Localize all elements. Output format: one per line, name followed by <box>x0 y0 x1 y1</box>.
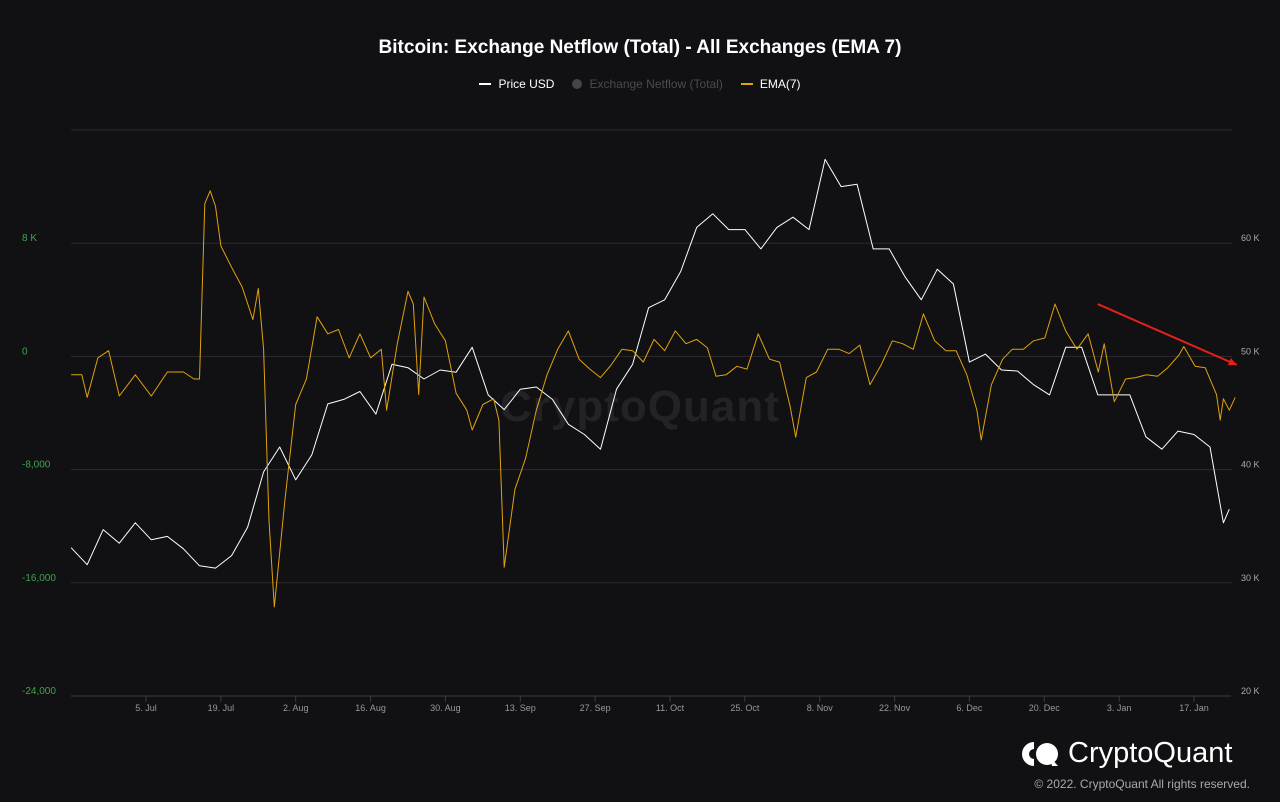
ema7-line <box>71 190 1236 608</box>
y-left-tick-label: 8 K <box>22 233 37 244</box>
x-axis: 5. Jul 19. Jul 2. Aug 16. Aug 30. Aug 13. Sep… <box>135 696 1209 713</box>
line-swatch-icon <box>740 83 753 85</box>
x-tick-label: 22. Nov <box>879 703 911 713</box>
x-tick-label: 3. Jan <box>1107 703 1132 713</box>
annotation-layer <box>1097 303 1238 366</box>
legend: Price USD Exchange Netflow (Total) EMA(7… <box>0 77 1280 91</box>
y-right-tick-label: 20 K <box>1241 686 1260 696</box>
copyright: © 2022. CryptoQuant All rights reserved. <box>1034 777 1250 791</box>
trend-arrow <box>1097 303 1238 366</box>
legend-item-price[interactable]: Price USD <box>479 77 554 91</box>
y-right-tick-label: 30 K <box>1241 573 1260 583</box>
legend-item-netflow[interactable]: Exchange Netflow (Total) <box>572 77 723 91</box>
chart-title: Bitcoin: Exchange Netflow (Total) - All … <box>378 37 902 58</box>
y-left-tick-label: -16,000 <box>22 573 56 584</box>
x-tick-label: 30. Aug <box>430 703 461 713</box>
x-tick-label: 2. Aug <box>283 703 309 713</box>
logo-text: CryptoQuant <box>1068 737 1233 769</box>
y-right-tick-label: 60 K <box>1241 233 1260 243</box>
x-tick-label: 27. Sep <box>580 703 611 713</box>
y-left-tick-label: 0 <box>22 346 28 357</box>
line-swatch-icon <box>479 83 492 85</box>
legend-label: EMA(7) <box>759 77 801 91</box>
x-tick-label: 13. Sep <box>505 703 536 713</box>
cryptoquant-logo-icon <box>1022 741 1058 766</box>
legend-label: Exchange Netflow (Total) <box>589 77 723 91</box>
y-left-tick-label: -8,000 <box>22 460 51 471</box>
y-right-tick-label: 40 K <box>1241 460 1260 470</box>
arrowhead-icon <box>1227 358 1237 366</box>
x-tick-label: 19. Jul <box>208 703 235 713</box>
x-tick-label: 25. Oct <box>730 703 760 713</box>
y-right-tick-label: 50 K <box>1241 346 1260 356</box>
circle-swatch-icon <box>572 79 583 89</box>
x-tick-label: 5. Jul <box>135 703 157 713</box>
y-left-tick-label: -24,000 <box>22 686 56 697</box>
x-tick-label: 11. Oct <box>656 703 685 713</box>
price-usd-line <box>70 158 1230 569</box>
legend-item-ema[interactable]: EMA(7) <box>740 77 801 91</box>
x-tick-label: 8. Nov <box>807 703 834 713</box>
watermark: CryptoQuant <box>500 382 780 431</box>
y-axis-right: 60 K 50 K 40 K 30 K 20 K <box>1241 233 1260 696</box>
x-tick-label: 16. Aug <box>355 703 386 713</box>
x-tick-label: 6. Dec <box>956 703 983 713</box>
series-layer <box>70 158 1236 608</box>
x-tick-label: 17. Jan <box>1179 703 1209 713</box>
x-tick-label: 20. Dec <box>1029 703 1061 713</box>
legend-label: Price USD <box>498 77 555 91</box>
cryptoquant-logo: CryptoQuant <box>1020 737 1232 770</box>
y-axis-left: 8 K 0 -8,000 -16,000 -24,000 <box>22 233 56 697</box>
